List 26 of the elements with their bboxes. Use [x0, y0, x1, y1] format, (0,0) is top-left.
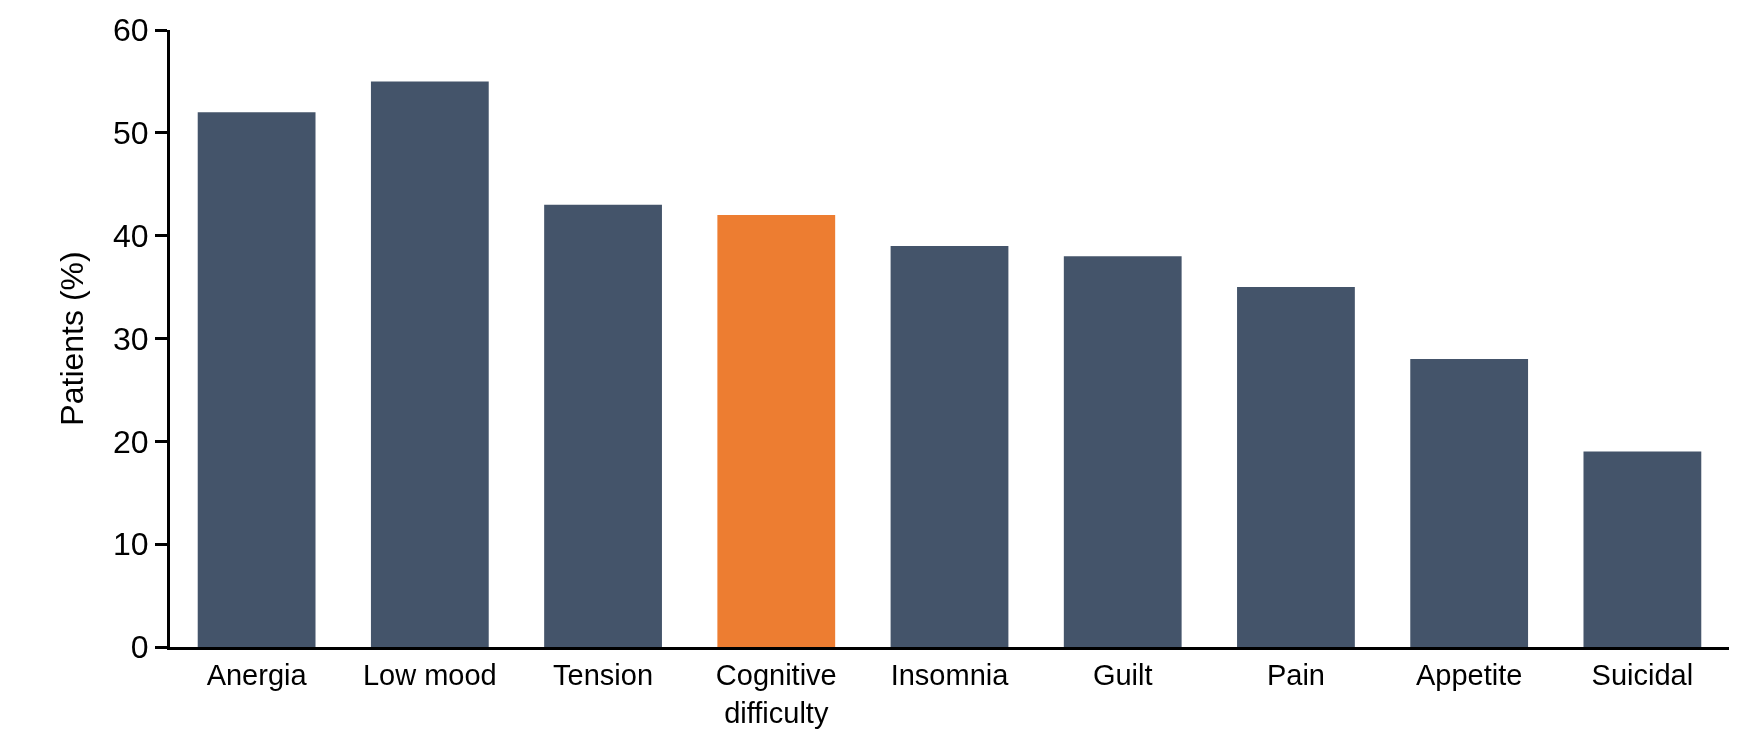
- bar: [1583, 451, 1702, 647]
- bar: [544, 204, 662, 647]
- x-tick-label: Anergia: [206, 658, 308, 691]
- x-tick-label: Guilt: [1092, 658, 1153, 691]
- y-tick-label: 20: [113, 423, 149, 460]
- bar: [1237, 287, 1355, 647]
- bar: [1063, 256, 1182, 647]
- x-tick-label: Low mood: [362, 658, 497, 691]
- x-tick-label: Pain: [1266, 658, 1325, 691]
- y-tick-label: 30: [113, 320, 149, 357]
- y-axis-title: Patients (%): [54, 251, 91, 426]
- x-tick-label: Cognitive difficulty: [715, 658, 837, 729]
- bar: [717, 215, 836, 647]
- y-tick-label: 50: [113, 115, 149, 152]
- y-tick-label: 10: [113, 526, 149, 563]
- y-tick-label: 60: [113, 12, 149, 49]
- bar: [197, 112, 316, 647]
- x-tick-label: Tension: [553, 658, 654, 691]
- x-tick-label: Suicidal: [1591, 658, 1694, 691]
- bar: [1410, 359, 1529, 647]
- bar: [890, 245, 1009, 647]
- y-tick-label: 40: [113, 217, 149, 254]
- bar: [370, 81, 489, 647]
- x-tick-label: Appetite: [1415, 658, 1523, 691]
- x-tick-label: Insomnia: [890, 658, 1010, 691]
- y-tick-label: 0: [130, 629, 149, 666]
